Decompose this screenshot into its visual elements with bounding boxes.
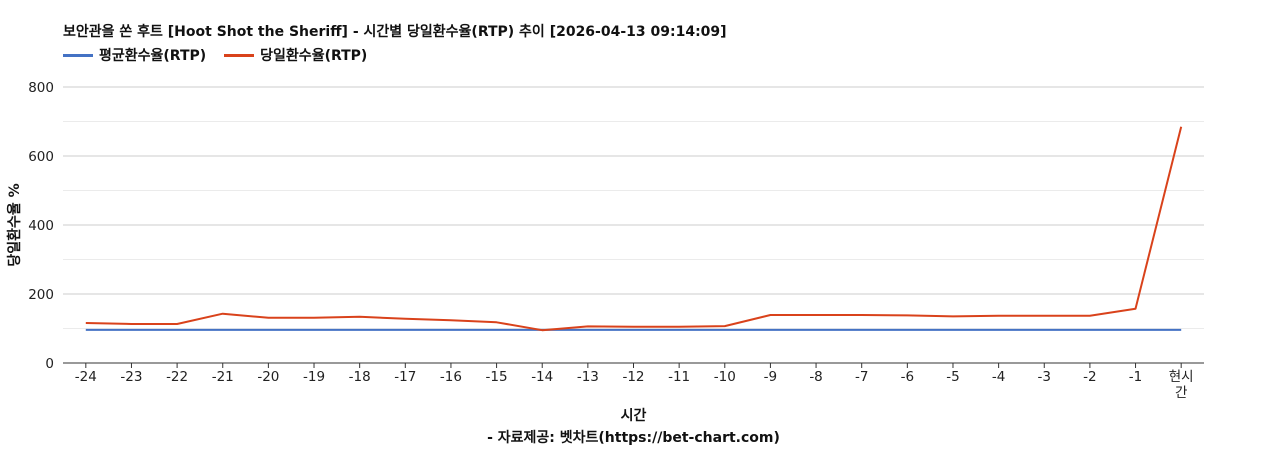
y-tick-label: 600	[28, 149, 54, 165]
legend: 평균환수율(RTP) 당일환수율(RTP)	[63, 45, 367, 65]
x-tick-label: -7	[855, 369, 868, 385]
x-tick-label: -12	[622, 369, 644, 385]
x-tick-label: -3	[1038, 369, 1051, 385]
x-tick-label: -10	[714, 369, 736, 385]
x-tick-label: -11	[668, 369, 690, 385]
gridlines	[63, 86, 1204, 364]
source-credit: - 자료제공: 벳차트(https://bet-chart.com)	[487, 429, 780, 446]
x-tick-label: -24	[75, 369, 97, 385]
legend-item-daily[interactable]: 당일환수율(RTP)	[224, 45, 367, 65]
legend-label-daily: 당일환수율(RTP)	[260, 48, 368, 64]
legend-swatch-daily	[224, 53, 255, 57]
y-tick-label: 800	[28, 80, 54, 96]
x-tick-label: -1	[1129, 369, 1142, 385]
x-tick-label: -14	[531, 369, 553, 385]
x-tick-label: -5	[946, 369, 959, 385]
x-tick-label: -20	[257, 369, 279, 385]
x-tick-label: -17	[394, 369, 416, 385]
x-tick-label: 현시 간	[1169, 369, 1194, 401]
y-axis-ticks: 0 200 400 600 800	[28, 80, 54, 372]
x-tick-label: -18	[349, 369, 371, 385]
legend-item-average[interactable]: 평균환수율(RTP)	[63, 45, 206, 65]
x-tick-label: -9	[764, 369, 777, 385]
x-tick-label: -2	[1083, 369, 1096, 385]
x-tick-label: -19	[303, 369, 325, 385]
x-axis-ticks: -24 -23 -22 -21 -20 -19 -18 -17 -16 -15 -14 -13 -12 -…	[75, 363, 1194, 401]
chart-title: 보안관을 쏜 후트 [Hoot Shot the Sheriff] - 시간별 …	[63, 24, 727, 40]
x-tick-label: -6	[901, 369, 914, 385]
x-axis-label: 시간	[621, 407, 647, 424]
series-line-daily	[85, 126, 1183, 332]
x-tick-label: -22	[166, 369, 188, 385]
x-tick-label: -13	[577, 369, 599, 385]
x-tick-label: -15	[486, 369, 508, 385]
y-tick-label: 200	[28, 287, 54, 303]
legend-label-average: 평균환수율(RTP)	[99, 48, 207, 64]
legend-swatch-average	[63, 53, 93, 57]
x-tick-label: -23	[120, 369, 142, 385]
y-tick-label: 0	[45, 356, 54, 372]
x-tick-label: -8	[809, 369, 822, 385]
x-tick-label: -4	[992, 369, 1005, 385]
y-axis-label: 당일환수율 %	[6, 183, 23, 266]
x-tick-label: -21	[212, 369, 234, 385]
y-tick-label: 400	[28, 218, 54, 234]
series-lines	[85, 126, 1183, 332]
x-tick-label: -16	[440, 369, 462, 385]
